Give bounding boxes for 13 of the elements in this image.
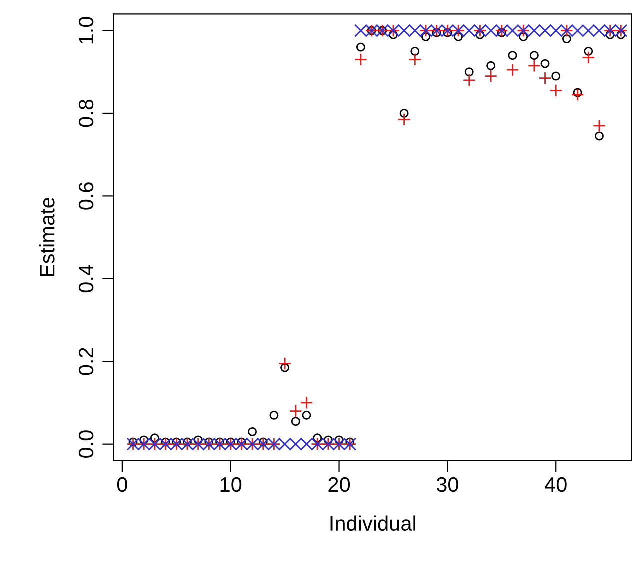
x-tick-label: 40 — [545, 477, 567, 492]
x-axis-title: Individual — [330, 516, 416, 532]
y-axis-title: Estimate — [40, 198, 55, 276]
x-tick-label: 0 — [117, 477, 128, 492]
x-tick-label: 20 — [328, 477, 350, 492]
y-tick-label: 0.8 — [78, 100, 94, 128]
y-tick-label: 0.0 — [78, 430, 94, 458]
y-tick-label: 0.6 — [78, 182, 94, 210]
y-tick-label: 0.4 — [78, 265, 94, 293]
y-tick-label: 0.2 — [78, 348, 94, 376]
x-tick-label: 30 — [436, 477, 458, 492]
x-tick-label: 10 — [220, 477, 242, 492]
y-tick-label: 1.0 — [78, 17, 94, 44]
